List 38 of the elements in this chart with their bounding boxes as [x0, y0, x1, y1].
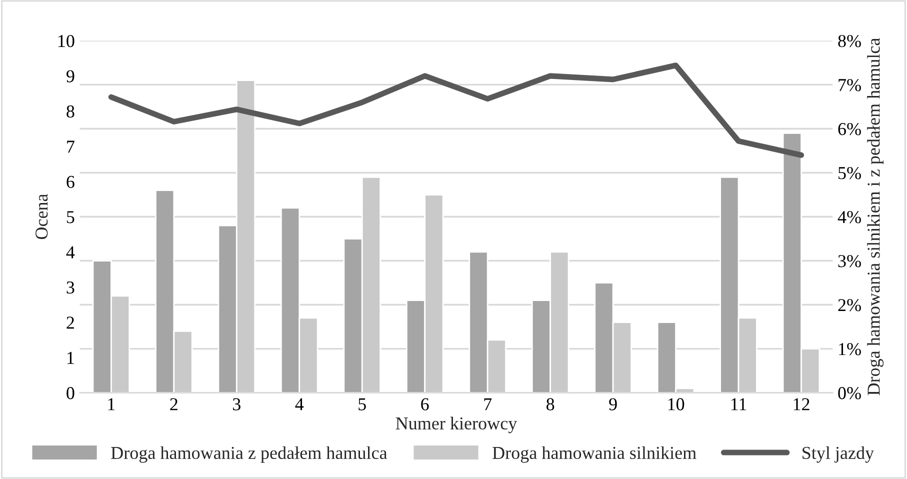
y-tick-label: 7	[67, 140, 74, 153]
x-tick-label: 7	[484, 398, 492, 410]
x-tick-label: 11	[731, 398, 746, 410]
y-tick-label: 9	[66, 70, 74, 82]
y2-tick-label: 2%	[838, 299, 861, 312]
y2-tick-label: 3%	[838, 255, 861, 268]
y2-tick-label: 1%	[839, 343, 861, 356]
y-tick-label: 1	[68, 352, 74, 364]
x-tick-label: 10	[668, 398, 684, 410]
x-tick-label: 3	[233, 398, 240, 410]
x-tick-label: 8	[546, 398, 554, 410]
x-tick-label: 1	[108, 398, 115, 410]
x-tick-label: 5	[358, 398, 366, 410]
y-tick-label: 6	[66, 176, 74, 188]
y2-tick-label: 7%	[838, 78, 861, 92]
y2-axis-title: Droga hamowania silnikiem i z pedałem hamulca	[867, 38, 884, 396]
legend-label: Styl jazdy	[802, 446, 874, 463]
x-tick-label: 9	[609, 398, 617, 410]
y2-tick-label: 4%	[838, 211, 861, 224]
y-tick-label: 2	[66, 316, 74, 329]
x-tick-label: 4	[295, 398, 304, 410]
y-tick-label: 8	[66, 105, 74, 118]
y-tick-label: 10	[58, 34, 74, 48]
y-tick-label: 4	[66, 246, 75, 258]
y-tick-label: 0	[66, 387, 74, 400]
y2-tick-label: 0%	[838, 387, 861, 400]
y-tick-label: 5	[66, 211, 74, 224]
y-axis-title: Ocena	[36, 194, 48, 240]
x-axis-title: Numer kierowcy	[396, 416, 518, 434]
x-tick-label: 12	[794, 398, 810, 410]
y2-tick-label: 5%	[838, 166, 861, 180]
legend-label: Droga hamowania z pedałem hamulca	[111, 446, 388, 463]
x-tick-label: 6	[421, 398, 429, 410]
y2-tick-label: 6%	[838, 122, 861, 136]
y-tick-label: 3	[66, 281, 74, 294]
x-tick-label: 2	[170, 398, 178, 410]
legend-label: Droga hamowania silnikiem	[492, 446, 696, 463]
y2-tick-label: 8%	[838, 34, 861, 48]
